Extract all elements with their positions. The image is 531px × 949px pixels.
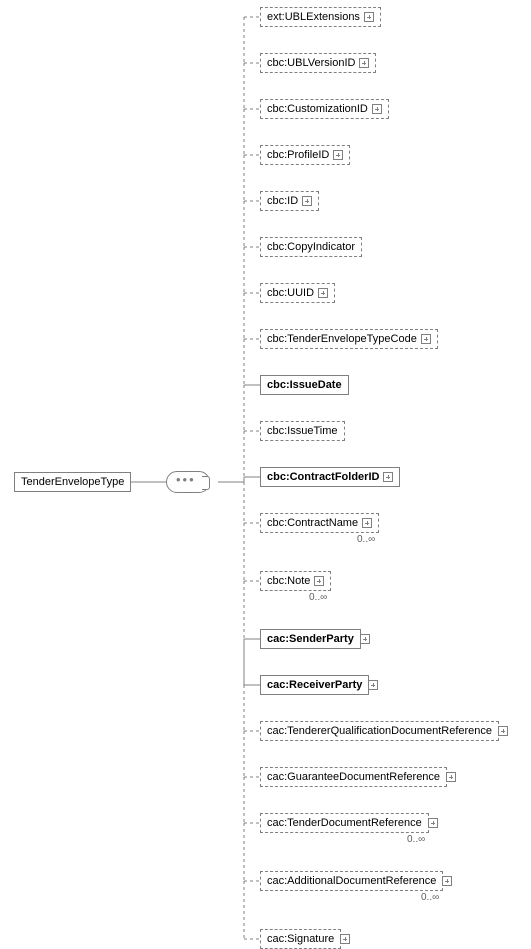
- node-label: cac:TenderDocumentReference: [267, 817, 422, 829]
- child-node: cac:ReceiverParty: [260, 675, 369, 695]
- node-label: TenderEnvelopeType: [21, 476, 124, 488]
- expand-icon[interactable]: [446, 772, 456, 782]
- expand-icon[interactable]: [333, 150, 343, 160]
- cardinality-label: 0..∞: [309, 592, 327, 603]
- expand-icon[interactable]: [362, 518, 372, 528]
- node-label: cbc:UBLVersionID: [267, 57, 355, 69]
- node-label: cbc:ProfileID: [267, 149, 329, 161]
- expand-icon[interactable]: [302, 196, 312, 206]
- node-label: cac:AdditionalDocumentReference: [267, 875, 436, 887]
- child-node: cac:AdditionalDocumentReference: [260, 871, 443, 891]
- child-node: cbc:Note: [260, 571, 331, 591]
- node-label: cbc:CopyIndicator: [267, 241, 355, 253]
- child-node: cbc:ID: [260, 191, 319, 211]
- child-node: cbc:CustomizationID: [260, 99, 389, 119]
- node-label: cbc:TenderEnvelopeTypeCode: [267, 333, 417, 345]
- node-label: ext:UBLExtensions: [267, 11, 360, 23]
- expand-icon[interactable]: [498, 726, 508, 736]
- expand-icon[interactable]: [360, 634, 370, 644]
- child-node: cbc:ProfileID: [260, 145, 350, 165]
- child-node: cbc:CopyIndicator: [260, 237, 362, 257]
- node-label: cbc:CustomizationID: [267, 103, 368, 115]
- node-label: cbc:Note: [267, 575, 310, 587]
- child-node: cbc:ContractName: [260, 513, 379, 533]
- expand-icon[interactable]: [368, 680, 378, 690]
- expand-icon[interactable]: [359, 58, 369, 68]
- cardinality-label: 0..∞: [421, 892, 439, 903]
- node-label: cac:TendererQualificationDocumentReferen…: [267, 725, 492, 737]
- expand-icon[interactable]: [314, 576, 324, 586]
- expand-icon[interactable]: [383, 472, 393, 482]
- child-node: cac:SenderParty: [260, 629, 361, 649]
- node-label: cac:SenderParty: [267, 633, 354, 645]
- child-node: cbc:UUID: [260, 283, 335, 303]
- expand-icon[interactable]: [364, 12, 374, 22]
- node-label: cbc:ID: [267, 195, 298, 207]
- child-node: cbc:TenderEnvelopeTypeCode: [260, 329, 438, 349]
- expand-icon[interactable]: [421, 334, 431, 344]
- child-node: ext:UBLExtensions: [260, 7, 381, 27]
- child-node: cbc:IssueTime: [260, 421, 345, 441]
- child-node: cac:TendererQualificationDocumentReferen…: [260, 721, 499, 741]
- node-label: cac:GuaranteeDocumentReference: [267, 771, 440, 783]
- expand-icon[interactable]: [442, 876, 452, 886]
- child-node: cbc:IssueDate: [260, 375, 349, 395]
- child-node: cbc:ContractFolderID: [260, 467, 400, 487]
- expand-icon[interactable]: [372, 104, 382, 114]
- child-node: cac:TenderDocumentReference: [260, 813, 429, 833]
- child-node: cbc:UBLVersionID: [260, 53, 376, 73]
- node-label: cbc:IssueTime: [267, 425, 338, 437]
- child-node: cac:Signature: [260, 929, 341, 949]
- cardinality-label: 0..∞: [357, 534, 375, 545]
- node-label: cbc:UUID: [267, 287, 314, 299]
- node-label: cbc:IssueDate: [267, 379, 342, 391]
- child-node: cac:GuaranteeDocumentReference: [260, 767, 447, 787]
- expand-icon[interactable]: [318, 288, 328, 298]
- expand-icon[interactable]: [428, 818, 438, 828]
- root-node: TenderEnvelopeType: [14, 472, 131, 492]
- cardinality-label: 0..∞: [407, 834, 425, 845]
- sequence-compositor: [166, 471, 210, 493]
- node-label: cbc:ContractFolderID: [267, 471, 379, 483]
- node-label: cac:Signature: [267, 933, 334, 945]
- node-label: cac:ReceiverParty: [267, 679, 362, 691]
- node-label: cbc:ContractName: [267, 517, 358, 529]
